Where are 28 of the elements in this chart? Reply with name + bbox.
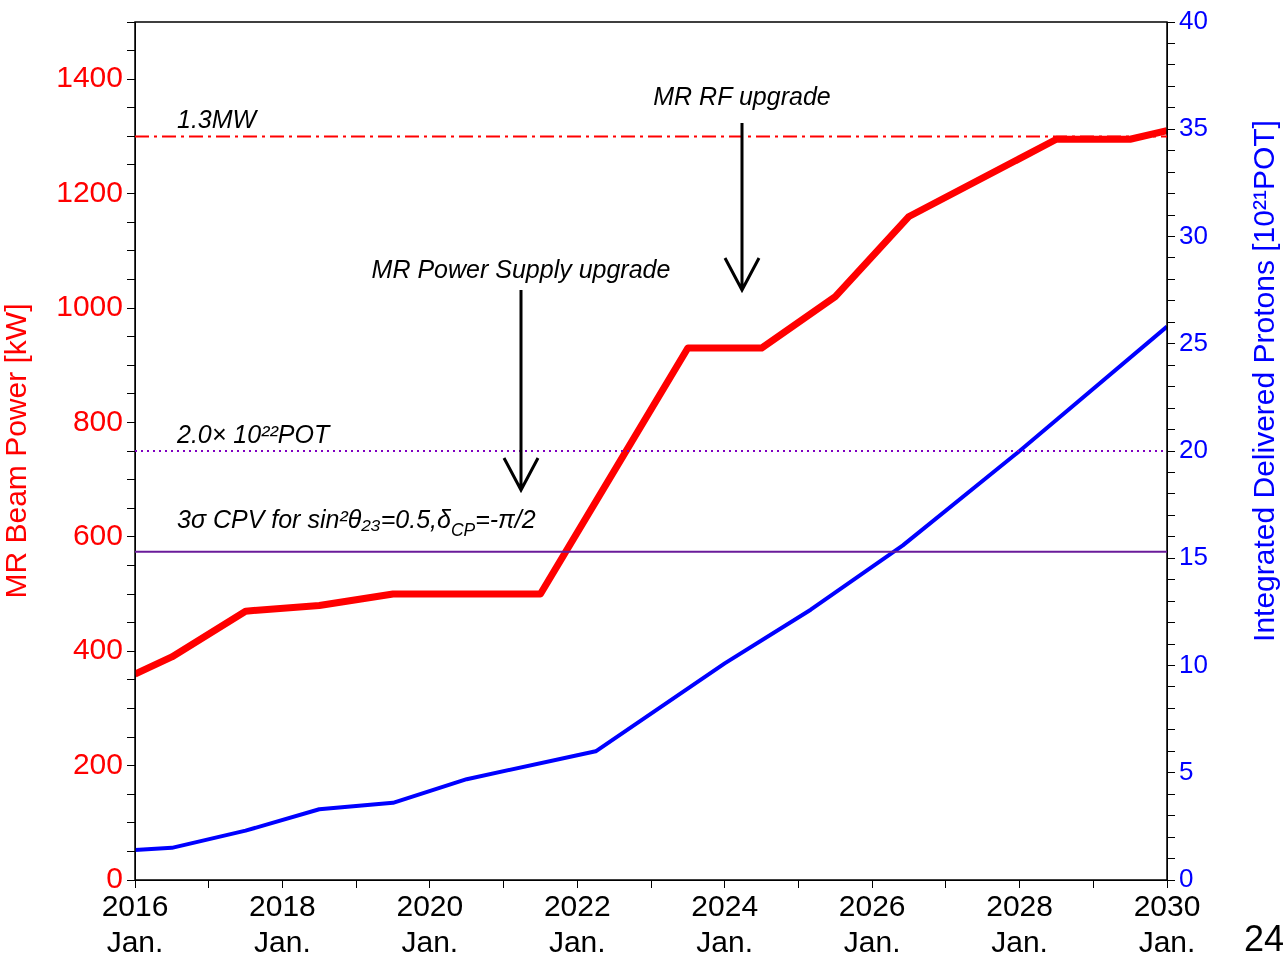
y-tick-label: 600 xyxy=(72,518,123,552)
text: 24 xyxy=(1243,918,1284,959)
y2-tick-label: 15 xyxy=(1179,541,1208,572)
x-tick-label: 2028 Jan. xyxy=(986,889,1053,959)
y2-tick-label: 5 xyxy=(1179,755,1194,786)
y2-axis-title: Integrated Delivered Protons [10²¹POT] xyxy=(1247,120,1281,642)
ref-line-label: 1.3MW xyxy=(177,105,259,134)
y2-tick-label: 25 xyxy=(1179,326,1208,357)
y-tick-label: 800 xyxy=(72,403,123,437)
y2-tick-label: 30 xyxy=(1179,219,1208,250)
y2-tick-label: 40 xyxy=(1179,5,1208,36)
y-tick-label: 200 xyxy=(72,746,123,780)
y-tick-label: 400 xyxy=(72,632,123,666)
x-tick-label: 2022 Jan. xyxy=(543,889,611,959)
y-tick-label: 1400 xyxy=(56,60,123,94)
y-axis-title: MR Beam Power [kW] xyxy=(0,303,33,599)
x-tick-label: 2020 Jan. xyxy=(396,889,464,959)
x-tick-label: 2018 Jan. xyxy=(249,889,316,959)
x-tick-label: 2026 Jan. xyxy=(838,889,906,959)
x-tick-label: 2024 Jan. xyxy=(691,889,759,959)
y-tick-label: 1000 xyxy=(56,289,123,323)
y2-tick-label: 35 xyxy=(1179,112,1208,143)
y-tick-label: 1200 xyxy=(56,174,123,208)
annotation: MR RF upgrade xyxy=(653,82,831,110)
y2-tick-label: 10 xyxy=(1179,648,1208,679)
ref-line-label: 2.0× 10²²POT xyxy=(176,420,331,448)
y2-tick-label: 20 xyxy=(1179,434,1208,465)
annotation: MR Power Supply upgrade xyxy=(371,255,671,283)
